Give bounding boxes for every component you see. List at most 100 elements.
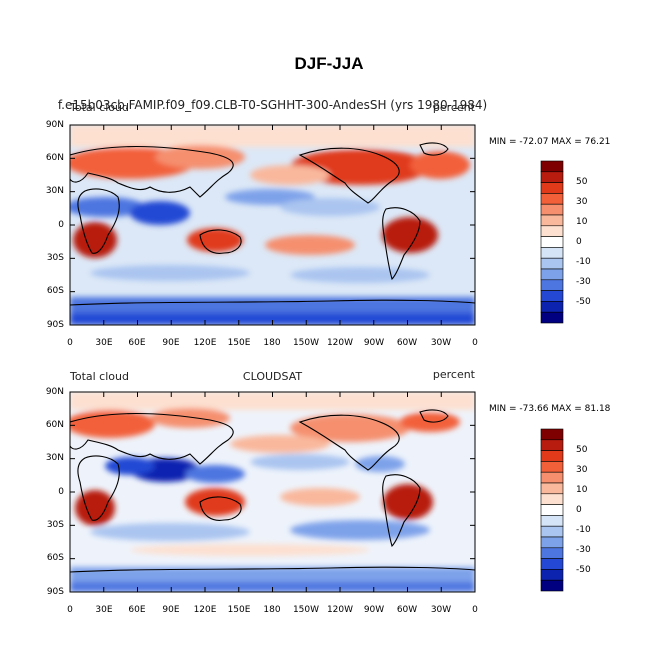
- panel2-lat-label: 0: [58, 487, 64, 497]
- panel1-lon-label: 120E: [193, 338, 217, 348]
- panel1-lon-label: 30W: [430, 338, 452, 348]
- panel2-colorbar-label: -10: [576, 525, 591, 535]
- colorbar-box: [540, 579, 564, 592]
- colorbar-box: [540, 504, 564, 516]
- panel1-lon-label: 60W: [396, 338, 418, 348]
- panel1-lon-label: 0: [472, 338, 478, 348]
- colorbar-box: [540, 569, 564, 581]
- panel1-colorbar-label: -30: [576, 277, 591, 287]
- panel2-right-string: percent: [432, 368, 475, 381]
- panel1-colorbar-label: 50: [576, 177, 588, 187]
- panel2-lon-label: 150E: [227, 605, 251, 615]
- colorbar-box: [540, 225, 564, 237]
- panel1-lon-label: 60E: [128, 338, 146, 348]
- panel1-colorbar-label: -50: [576, 297, 591, 307]
- colorbar-box: [540, 257, 564, 270]
- panel1-colorbar-label: 0: [576, 237, 582, 247]
- panel1-colorbar-label: -10: [576, 257, 591, 267]
- panel2-coastlines: [70, 409, 475, 573]
- panel2-lat-label: 30S: [46, 520, 64, 530]
- page-title: DJF-JJA: [294, 54, 364, 73]
- panel1-lat-label: 30S: [46, 253, 64, 263]
- colorbar-box: [540, 193, 564, 205]
- panel2-lon-label: 30E: [95, 605, 113, 615]
- colorbar-box: [540, 536, 564, 549]
- panel2-lon-label: 90E: [162, 605, 180, 615]
- colorbar-box: [540, 428, 564, 441]
- colorbar-box: [540, 439, 564, 451]
- colorbar-box: [540, 268, 564, 281]
- colorbar-box: [540, 203, 564, 216]
- panel2-left-string: Total cloud: [70, 370, 129, 383]
- colorbar-box: [540, 547, 564, 559]
- panel2-colorbar-label: -30: [576, 545, 591, 555]
- panel2-lat-label: 60N: [45, 420, 64, 430]
- panel1-colorbar-label: 30: [576, 197, 588, 207]
- panel2-lon-label: 60E: [128, 605, 146, 615]
- panel2-colorbar-label: -50: [576, 565, 591, 575]
- panel2-lon-label: 90W: [363, 605, 385, 615]
- panel2-min-max: MIN = -73.66 MAX = 81.18: [489, 404, 611, 414]
- panel2-lon-label: 0: [472, 605, 478, 615]
- colorbar-box: [540, 558, 564, 570]
- panel1-colorbar-label: 10: [576, 217, 588, 227]
- panel1-lon-label: 150E: [227, 338, 251, 348]
- panel2-colorbar-label: 50: [576, 445, 588, 455]
- colorbar-box: [540, 482, 564, 495]
- panel2-lon-label: 60W: [396, 605, 418, 615]
- colorbar-box: [540, 279, 564, 291]
- panel1-lat-label: 60N: [45, 153, 64, 163]
- panel1-cloud-field: [70, 125, 475, 325]
- panel2-cloud-field: [70, 392, 475, 592]
- panel1-left-string: Total cloud: [70, 101, 129, 114]
- panel1-lat-label: 60S: [46, 286, 64, 296]
- colorbar-box: [540, 290, 564, 302]
- colorbar-box: [540, 301, 564, 313]
- colorbar-box: [540, 182, 564, 194]
- panel1-lon-label: 90E: [162, 338, 180, 348]
- colorbar-box: [540, 311, 564, 324]
- panel1-lon-label: 150W: [292, 338, 320, 348]
- panel1-center-string: f.e15b03cb.FAMIP.f09_f09.CLB-T0-SGHHT-30…: [57, 98, 488, 112]
- panel2-lon-label: 30W: [430, 605, 452, 615]
- panel2-lon-label: 150W: [292, 605, 320, 615]
- panel1-min-max: MIN = -72.07 MAX = 76.21: [489, 137, 611, 147]
- colorbar-box: [540, 450, 564, 462]
- panel1-lat-label: 90N: [45, 120, 64, 130]
- panel1-lon-label: 90W: [363, 338, 385, 348]
- panel1-right-string: percent: [432, 101, 475, 114]
- panel1-lon-label: 30E: [95, 338, 113, 348]
- colorbar-box: [540, 160, 564, 173]
- colorbar-box: [540, 247, 564, 259]
- panel2-lon-label: 120W: [326, 605, 354, 615]
- panel2-colorbar: [540, 428, 564, 592]
- colorbar-box: [540, 525, 564, 538]
- panel1-lat-label: 0: [58, 220, 64, 230]
- panel1-lon-label: 0: [67, 338, 73, 348]
- panel1-lon-label: 120W: [326, 338, 354, 348]
- panel1-map: [69, 124, 476, 326]
- panel2-colorbar-label: 30: [576, 465, 588, 475]
- panel2-colorbar-label: 10: [576, 485, 588, 495]
- panel2-lon-label: 0: [67, 605, 73, 615]
- colorbar-box: [540, 461, 564, 473]
- colorbar-box: [540, 171, 564, 183]
- panel2-map: [69, 391, 476, 593]
- panel1-axis-ticks: [69, 124, 476, 326]
- colorbar-box: [540, 214, 564, 227]
- panel2-lat-label: 90S: [46, 587, 64, 597]
- panel1-lon-label: 180: [263, 338, 281, 348]
- panel1-coastlines: [70, 142, 475, 306]
- colorbar-box: [540, 236, 564, 248]
- panel1-lat-label: 30N: [45, 186, 64, 196]
- panel2-lat-label: 90N: [45, 387, 64, 397]
- panel2-lat-label: 60S: [46, 553, 64, 563]
- panel1-colorbar: [540, 160, 564, 324]
- panel2-lon-label: 120E: [193, 605, 217, 615]
- panel2-center-string: CLOUDSAT: [242, 370, 303, 383]
- panel2-colorbar-label: 0: [576, 505, 582, 515]
- panel2-lat-label: 30N: [45, 453, 64, 463]
- colorbar-box: [540, 471, 564, 484]
- panel2-lon-label: 180: [263, 605, 281, 615]
- colorbar-box: [540, 493, 564, 505]
